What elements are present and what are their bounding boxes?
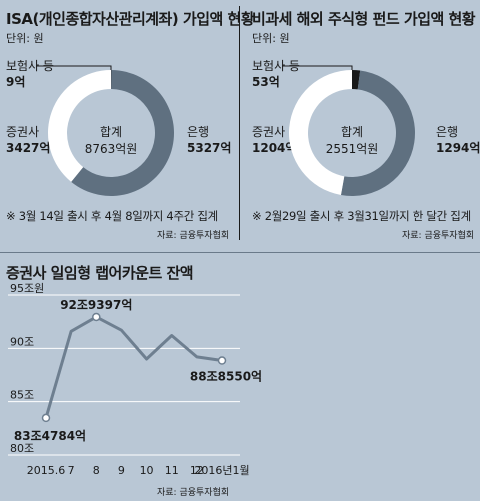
fund-insurance-leader — [282, 65, 353, 70]
isa-source: 자료: 금융투자협회 — [157, 231, 230, 241]
x-tick-label: 8 — [93, 464, 100, 477]
fund-insurance-value: 53억 — [252, 75, 280, 89]
fund-total-label: 합계 — [340, 125, 364, 139]
isa-slice-securities — [47, 70, 111, 182]
fund-slice-insurance — [352, 70, 361, 90]
isa-total-label: 합계 — [99, 125, 123, 139]
fund-slice-securities — [288, 70, 352, 196]
wrap-title: 증권사 일임형 랩어카운트 잔액 — [6, 264, 194, 282]
isa-securities-label: 증권사 — [6, 125, 40, 139]
data-point — [41, 413, 51, 423]
isa-bank-label: 은행 — [187, 125, 210, 139]
fund-securities-value: 1204억 — [252, 141, 297, 155]
horizontal-divider — [0, 252, 480, 253]
data-point — [92, 312, 101, 322]
latest-annotation: 88조8550억 — [190, 370, 262, 384]
x-tick-label: 2016년1월 — [194, 464, 249, 477]
data-point — [217, 356, 227, 365]
y-tick-label: 90조 — [10, 335, 34, 348]
wrap-source: 자료: 금융투자협회 — [157, 488, 230, 498]
fund-securities-label: 증권사 — [252, 125, 286, 139]
peak-annotation: 92조9397억 — [60, 298, 132, 312]
isa-insurance-label: 보험사 등 — [6, 59, 54, 73]
x-tick-label: 7 — [68, 464, 75, 477]
y-tick-label: 85조 — [10, 389, 34, 402]
isa-insurance-value: 9억 — [6, 75, 26, 89]
fund-slice-bank — [340, 70, 415, 196]
fund-title: 비과세 해외 주식형 펀드 가입액 현황 — [252, 10, 476, 28]
x-tick-label: 9 — [118, 464, 125, 477]
low-annotation: 83조4784억 — [14, 429, 86, 443]
fund-unit: 단위: 원 — [252, 32, 290, 45]
fund-bank-label: 은행 — [436, 125, 459, 139]
isa-note: ※ 3월 14일 출시 후 4월 8일까지 4주간 집계 — [6, 209, 218, 223]
y-tick-label: 80조 — [10, 442, 34, 455]
isa-unit: 단위: 원 — [6, 32, 44, 45]
isa-title: ISA(개인종합자산관리계좌) 가입액 현황 — [6, 10, 255, 28]
x-tick-label: 10 — [140, 464, 154, 477]
fund-bank-value: 1294억 — [436, 141, 480, 155]
fund-source: 자료: 금융투자협회 — [402, 231, 475, 241]
x-tick-label: 12 — [190, 464, 204, 477]
isa-insurance-leader — [36, 65, 112, 70]
isa-total-value: 8763억원 — [84, 142, 138, 156]
fund-note: ※ 2월29일 출시 후 3월31일까지 한 달간 집계 — [252, 209, 471, 223]
vertical-divider — [239, 6, 240, 240]
x-tick-label: 11 — [165, 464, 179, 477]
isa-bank-value: 5327억 — [187, 141, 232, 155]
fund-insurance-label: 보험사 등 — [252, 59, 300, 73]
isa-securities-value: 3427억 — [6, 141, 51, 155]
isa-slice-bank — [71, 70, 174, 196]
x-tick-label: 2015.6 — [27, 464, 66, 477]
fund-total-value: 2551억원 — [325, 142, 379, 156]
wrap-balance-line — [44, 315, 223, 419]
y-tick-label: 95조원 — [10, 282, 44, 295]
